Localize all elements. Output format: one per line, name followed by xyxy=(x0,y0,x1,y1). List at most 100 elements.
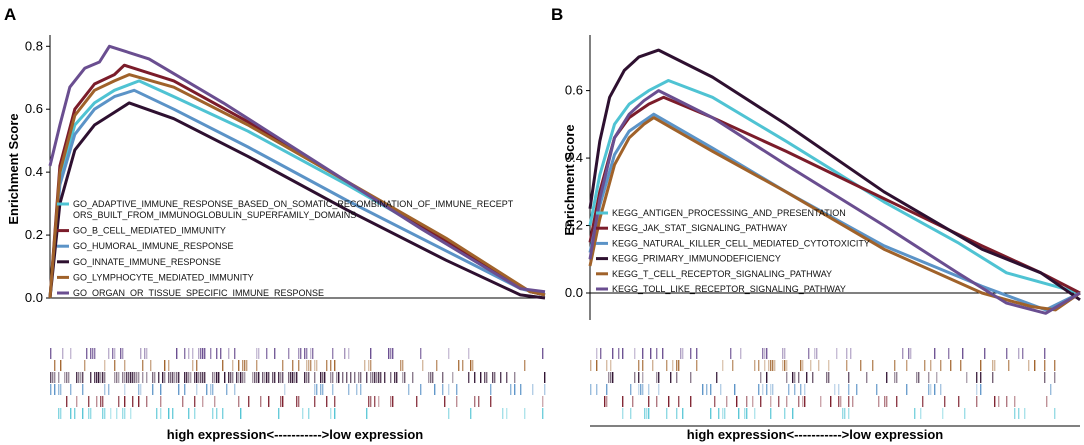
rug-mark xyxy=(50,384,52,395)
rug-mark xyxy=(1054,372,1056,383)
rug-mark xyxy=(260,396,262,407)
rug-mark xyxy=(344,348,346,359)
rug-mark xyxy=(256,372,258,383)
legend-label: KEGG_TOLL_LIKE_RECEPTOR_SIGNALING_PATHWA… xyxy=(612,284,846,294)
rug-mark xyxy=(1046,396,1048,407)
rug-mark xyxy=(658,372,660,383)
rug-mark xyxy=(642,384,644,395)
rug-mark xyxy=(722,408,724,419)
rug-mark xyxy=(310,348,312,359)
rug-mark xyxy=(334,396,336,407)
rug-mark xyxy=(828,360,830,371)
rug-mark xyxy=(240,372,242,383)
rug-mark xyxy=(202,348,204,359)
rug-mark xyxy=(648,408,650,419)
rug-mark xyxy=(1022,348,1024,359)
rug-mark xyxy=(604,396,606,407)
rug-mark xyxy=(944,396,946,407)
rug-mark xyxy=(894,372,896,383)
rug-mark xyxy=(124,372,126,383)
rug-mark xyxy=(638,360,640,371)
rug-mark xyxy=(184,348,186,359)
rug-mark xyxy=(240,408,242,419)
rug-mark xyxy=(1018,408,1020,419)
rug-mark xyxy=(326,396,328,407)
rug-mark xyxy=(376,372,378,383)
series-line xyxy=(48,88,546,299)
rug-mark xyxy=(314,360,316,371)
rug-mark xyxy=(746,408,748,419)
rug-mark xyxy=(962,348,964,359)
rug-mark xyxy=(188,408,190,419)
rug-mark xyxy=(878,396,880,407)
rug-mark xyxy=(222,408,224,419)
rug-mark xyxy=(82,384,84,395)
rug-mark xyxy=(412,372,414,383)
rug-mark xyxy=(632,396,634,407)
rug-mark xyxy=(358,372,360,383)
rug-mark xyxy=(606,396,608,407)
rug-mark xyxy=(492,372,494,383)
rug-mark xyxy=(234,348,236,359)
rug-mark xyxy=(50,372,52,383)
rug-mark xyxy=(690,396,692,407)
rug-mark xyxy=(786,372,788,383)
rug-mark xyxy=(718,408,720,419)
rug-mark xyxy=(370,360,372,371)
rug-mark xyxy=(428,372,430,383)
rug-mark xyxy=(66,372,68,383)
rug-mark xyxy=(336,372,338,383)
rug-mark xyxy=(998,396,1000,407)
rug-mark xyxy=(678,396,680,407)
rug-mark xyxy=(804,396,806,407)
rug-mark xyxy=(656,396,658,407)
rug-mark xyxy=(252,372,254,383)
y-tick-label: 0.4 xyxy=(565,150,583,165)
rug-mark xyxy=(96,372,98,383)
rug-mark xyxy=(370,396,372,407)
rug-mark xyxy=(680,348,682,359)
rug-mark xyxy=(810,360,812,371)
rug-mark xyxy=(124,396,126,407)
rug-mark xyxy=(842,408,844,419)
rug-mark xyxy=(976,396,978,407)
rug-mark xyxy=(314,384,316,395)
rug-mark xyxy=(238,372,240,383)
rug-mark xyxy=(800,384,802,395)
rug-mark xyxy=(274,348,276,359)
series-line xyxy=(48,44,546,294)
rug-mark xyxy=(936,372,938,383)
rug-mark xyxy=(90,408,92,419)
rug-mark xyxy=(332,384,334,395)
rug-mark xyxy=(696,360,698,371)
rug-mark xyxy=(388,348,390,359)
rug-mark xyxy=(778,396,780,407)
rug-mark xyxy=(204,372,206,383)
rug-mark xyxy=(480,372,482,383)
rug-mark xyxy=(94,372,96,383)
rug-mark xyxy=(104,360,106,371)
panel-label-a: A xyxy=(4,5,16,24)
rug-mark xyxy=(322,372,324,383)
rug-mark xyxy=(768,360,770,371)
rug-mark xyxy=(368,396,370,407)
rug-mark xyxy=(1006,396,1008,407)
rug-mark xyxy=(544,372,546,383)
rug-mark xyxy=(64,372,66,383)
rug-mark xyxy=(58,372,60,383)
rug-mark xyxy=(60,384,62,395)
rug-mark xyxy=(88,408,90,419)
rug-mark xyxy=(836,348,838,359)
rug-mark xyxy=(642,372,644,383)
rug-mark xyxy=(484,372,486,383)
rug-mark xyxy=(848,372,850,383)
rug-mark xyxy=(364,360,366,371)
rug-mark xyxy=(100,396,102,407)
rug-mark xyxy=(102,396,104,407)
rug-mark xyxy=(202,396,204,407)
rug-mark xyxy=(818,360,820,371)
rug-mark xyxy=(356,384,358,395)
rug-mark xyxy=(714,396,716,407)
rug-mark xyxy=(84,360,86,371)
rug-mark xyxy=(146,372,148,383)
